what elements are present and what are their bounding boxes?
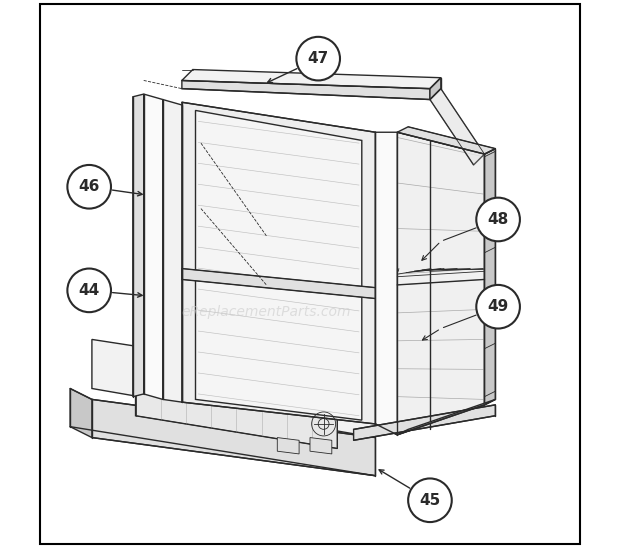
Circle shape — [68, 269, 111, 312]
Polygon shape — [182, 70, 441, 89]
Polygon shape — [430, 89, 484, 165]
Circle shape — [476, 198, 520, 241]
Polygon shape — [163, 100, 182, 402]
Text: 49: 49 — [487, 299, 509, 314]
Circle shape — [408, 478, 452, 522]
Circle shape — [68, 165, 111, 209]
Text: 48: 48 — [487, 212, 509, 227]
Polygon shape — [182, 81, 430, 100]
Polygon shape — [92, 399, 376, 476]
Circle shape — [296, 37, 340, 81]
Polygon shape — [133, 94, 144, 397]
Polygon shape — [136, 367, 337, 448]
Polygon shape — [182, 269, 376, 299]
Text: eReplacementParts.com: eReplacementParts.com — [182, 305, 351, 319]
Polygon shape — [397, 399, 495, 435]
Polygon shape — [277, 437, 299, 454]
Polygon shape — [310, 437, 332, 454]
Text: 44: 44 — [79, 283, 100, 298]
Polygon shape — [92, 339, 376, 437]
Text: 46: 46 — [79, 179, 100, 194]
Polygon shape — [376, 132, 397, 435]
Text: 45: 45 — [419, 493, 441, 508]
Polygon shape — [195, 111, 362, 420]
Polygon shape — [70, 389, 92, 437]
Polygon shape — [144, 94, 163, 399]
Text: 47: 47 — [308, 51, 329, 66]
Circle shape — [476, 285, 520, 328]
Polygon shape — [182, 102, 376, 424]
Polygon shape — [397, 132, 484, 435]
Polygon shape — [430, 78, 441, 100]
Polygon shape — [484, 149, 495, 405]
Polygon shape — [397, 127, 495, 154]
Polygon shape — [353, 405, 495, 440]
